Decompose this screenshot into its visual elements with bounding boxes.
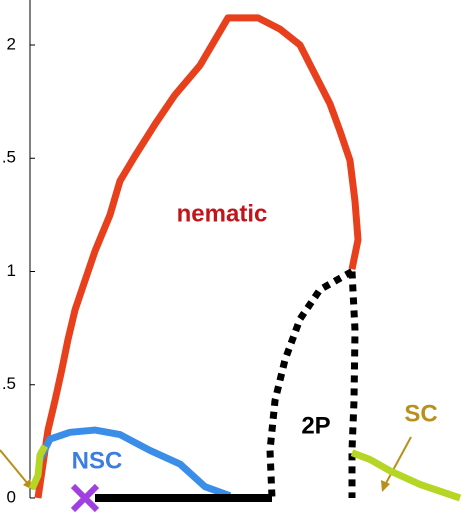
series-line [266,268,354,499]
y-tick-label: 2 [7,34,16,53]
annotation: SC [404,400,437,427]
series-line [36,426,232,500]
annotation: 2P [301,412,330,439]
y-tick-label: .5 [2,374,16,393]
annotation: nematic [177,200,268,227]
sc-arrow [384,436,412,486]
y-tick-label: .5 [2,148,16,167]
left-arrow [0,449,29,485]
series-line [28,444,49,491]
y-tick-label: 1 [7,261,16,280]
sc-arrowhead [381,480,390,492]
cross-marker [70,483,100,513]
annotation: NSC [72,447,123,474]
y-tick-label: 0 [7,487,16,506]
series-line [350,449,462,502]
series-line [34,14,362,499]
series-line [348,271,359,498]
